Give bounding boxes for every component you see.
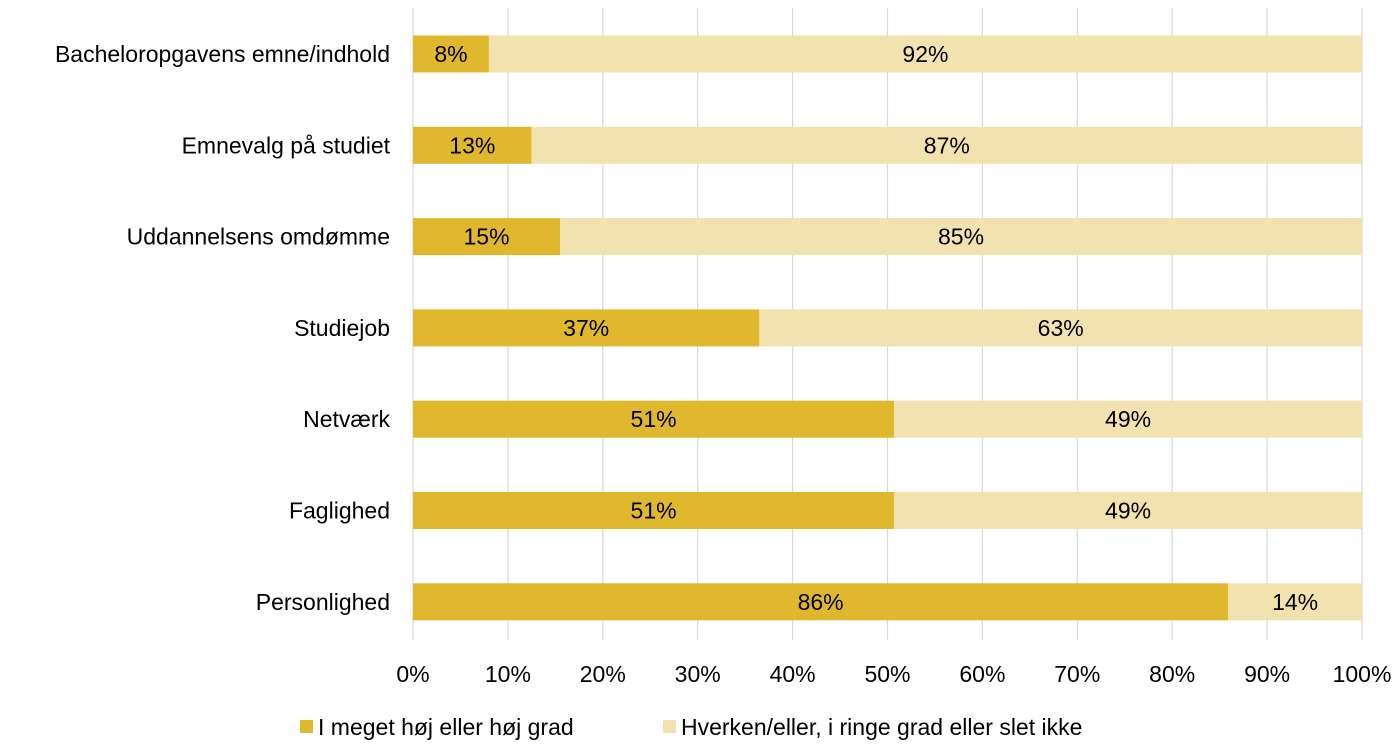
x-tick-label: 10% [485,661,531,687]
bar-segment-high [413,309,760,347]
x-tick-label: 90% [1244,661,1290,687]
category-label: Studiejob [294,315,390,341]
category-label: Bacheloropgavens emne/indhold [55,41,390,67]
bar-segment-low [488,35,1362,73]
bar-segment-high [413,218,561,256]
x-tick-label: 70% [1054,661,1100,687]
bar-segment-high [413,400,895,438]
bar-segment-low [560,218,1362,256]
data-label-high: 8% [434,41,467,67]
legend-label: I meget høj eller høj grad [318,714,574,740]
x-tick-label: 50% [864,661,910,687]
data-label-high: 86% [798,589,844,615]
labels: 0% 10% 20% 30% 40% 50% 60% 70% 80% 90% 100% Bachelo… [55,41,1391,687]
data-label-low: 49% [1105,406,1151,432]
x-tick-label: 0% [396,661,429,687]
bar-segment-high [413,492,895,529]
legend-swatch [300,720,313,733]
bar-segment-low [894,492,1362,529]
data-label-high: 51% [631,498,677,524]
category-label: Emnevalg på studiet [182,132,391,158]
data-label-high: 15% [464,224,510,250]
category-label: Personlighed [256,589,390,615]
category-label: Faglighed [289,498,390,524]
x-tick-label: 40% [770,661,816,687]
bar-segment-low [531,126,1362,164]
data-label-high: 51% [631,406,677,432]
legend-label: Hverken/eller, i ringe grad eller slet i… [681,714,1082,740]
x-tick-label: 20% [580,661,626,687]
data-label-low: 49% [1105,498,1151,524]
category-label: Uddannelsens omdømme [127,224,390,250]
bar-segment-low [759,309,1362,347]
bars [413,35,1362,621]
x-tick-label: 80% [1149,661,1195,687]
data-label-low: 87% [924,132,970,158]
x-tick-label: 30% [675,661,721,687]
x-tick-label: 60% [959,661,1005,687]
data-label-low: 63% [1038,315,1084,341]
data-label-low: 85% [938,224,984,250]
data-label-high: 13% [449,132,495,158]
bar-segment-high [413,126,532,164]
data-label-high: 37% [563,315,609,341]
category-label: Netværk [303,406,390,432]
legend: I meget høj eller høj grad Hverken/eller,… [300,714,1082,740]
bar-segment-high [413,35,489,73]
bar-segment-low [894,400,1362,438]
bar-segment-high [413,583,1229,621]
x-tick-label: 100% [1333,661,1392,687]
bar-segment-low [1228,583,1362,621]
data-label-low: 14% [1272,589,1318,615]
legend-swatch [663,720,676,733]
data-label-low: 92% [902,41,948,67]
